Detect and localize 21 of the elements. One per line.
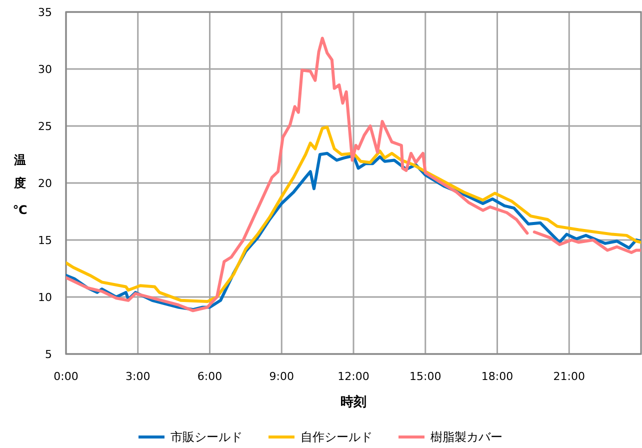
y-tick-label: 20 (38, 177, 52, 190)
y-tick-label: 35 (38, 6, 52, 19)
x-tick-label: 18:00 (481, 370, 514, 383)
x-tick-label: 9:00 (269, 370, 294, 383)
y-tick-label: 25 (38, 120, 52, 133)
y-axis-title: 温度℃ (12, 153, 28, 217)
x-tick-label: 21:00 (553, 370, 585, 383)
y-tick-label: 10 (38, 291, 52, 304)
x-tick-label: 15:00 (410, 370, 442, 383)
legend-label: 樹脂製カバー (430, 430, 502, 444)
x-tick-label: 6:00 (197, 370, 222, 383)
legend-label: 市販シールド (170, 430, 242, 444)
x-axis-title: 時刻 (340, 394, 366, 410)
legend-label: 自作シールド (300, 430, 372, 444)
y-tick-label: 30 (38, 63, 52, 76)
y-tick-label: 15 (38, 234, 52, 247)
x-tick-label: 0:00 (54, 370, 78, 383)
y-tick-label: 5 (45, 348, 52, 361)
x-tick-label: 3:00 (126, 370, 150, 383)
x-tick-label: 12:00 (338, 370, 370, 383)
line-series (66, 126, 641, 304)
